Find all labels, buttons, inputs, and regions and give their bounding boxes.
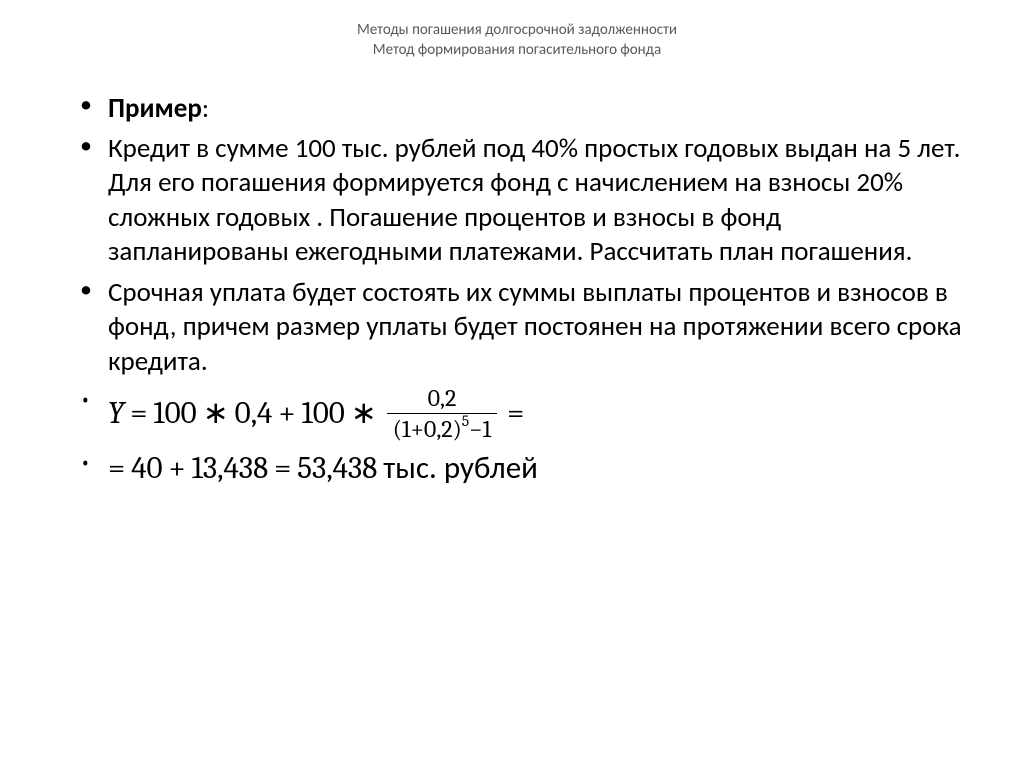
slide-header: Методы погашения долгосрочной задолженно…	[70, 20, 964, 61]
mul-sign: ∗	[203, 395, 229, 432]
header-line-2: Метод формирования погасительного фонда	[70, 40, 964, 60]
mul-sign-2: ∗	[351, 395, 377, 432]
header-line-1: Методы погашения долгосрочной задолженно…	[70, 20, 964, 40]
denom-exp: 5	[462, 412, 469, 430]
eq-sign-2: =	[274, 450, 291, 487]
bullet-formula-1: Y = 100 ∗ 0,4 + 100 ∗ 0,2 (1+0,2)5−1 =	[70, 385, 964, 442]
term-100b: 100	[302, 395, 345, 432]
fraction-denominator: (1+0,2)5−1	[387, 413, 497, 442]
title-colon: :	[202, 92, 209, 125]
plus-sign-2: +	[168, 450, 185, 487]
bullet-list: Пример: Кредит в сумме 100 тыс. рублей п…	[70, 91, 964, 488]
plus-sign: +	[278, 395, 295, 432]
denom-base: (1+0,2)	[393, 415, 462, 443]
lead-eq: =	[108, 450, 125, 487]
bullet-formula-2: = 40 + 13,438 = 53,438 тыс. рублей	[70, 448, 964, 487]
val-53438: 53,438	[297, 450, 377, 487]
formula-var: Y	[108, 395, 124, 432]
fraction: 0,2 (1+0,2)5−1	[387, 385, 497, 442]
fraction-numerator: 0,2	[422, 385, 463, 412]
denom-minus1: −1	[469, 415, 491, 443]
val-40: 40	[131, 450, 162, 487]
bullet-title: Пример:	[70, 91, 964, 126]
unit-text: тыс. рублей	[383, 450, 538, 487]
title-text: Пример	[108, 92, 202, 125]
trailing-eq: =	[507, 395, 524, 432]
eq-sign: =	[130, 395, 147, 432]
term-0-4: 0,4	[235, 395, 273, 432]
val-13438: 13,438	[192, 450, 268, 487]
term-100a: 100	[153, 395, 196, 432]
bullet-paragraph-1: Кредит в сумме 100 тыс. рублей под 40% п…	[70, 132, 964, 270]
bullet-paragraph-2: Срочная уплата будет состоять их суммы в…	[70, 276, 964, 380]
